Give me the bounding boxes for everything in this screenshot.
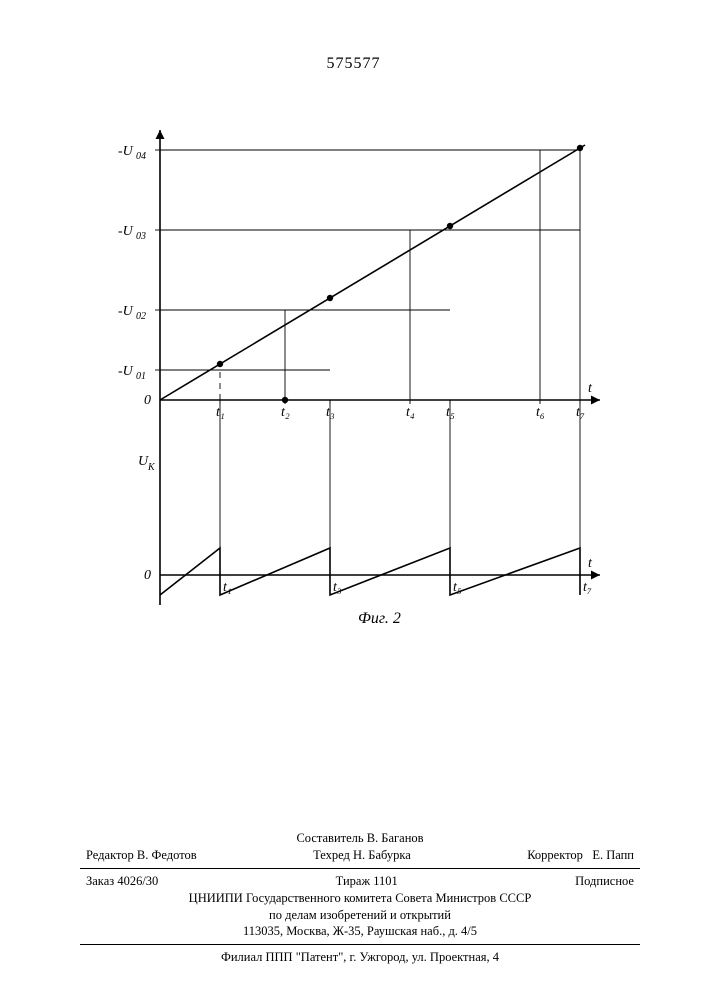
svg-text:t₃: t₃ [333, 580, 342, 595]
corrector: Корректор Е. Папп [527, 847, 634, 864]
svg-text:t₆: t₆ [536, 405, 545, 420]
compiler-name: В. Баганов [367, 831, 424, 845]
svg-text:-U: -U [118, 304, 134, 319]
svg-text:t₅: t₅ [453, 580, 462, 595]
document-number: 575577 [0, 55, 707, 73]
branch: Филиал ППП "Патент", г. Ужгород, ул. Про… [80, 949, 640, 966]
footer-block: Составитель В. Баганов Редактор В. Федот… [80, 830, 640, 966]
svg-text:-U: -U [118, 144, 134, 159]
address: 113035, Москва, Ж-35, Раушская наб., д. … [80, 923, 640, 940]
svg-text:-U: -U [118, 224, 134, 239]
compiler-line: Составитель В. Баганов [80, 830, 640, 847]
staff-row: Редактор В. Федотов Техред Н. Бабурка Ко… [80, 847, 640, 864]
svg-text:K: K [147, 462, 156, 473]
svg-text:t₇: t₇ [583, 580, 592, 595]
svg-text:t₁: t₁ [223, 580, 232, 595]
order-row: Заказ 4026/30 Тираж 1101 Подписное [80, 873, 640, 890]
svg-text:0: 0 [144, 568, 151, 583]
svg-text:0: 0 [144, 393, 151, 408]
svg-text:04: 04 [136, 151, 146, 162]
subscription: Подписное [575, 873, 634, 890]
svg-text:t: t [588, 381, 593, 396]
order: Заказ 4026/30 [86, 873, 158, 890]
tirage: Тираж 1101 [336, 873, 398, 890]
svg-text:t₂: t₂ [281, 405, 290, 420]
org-line2: по делам изобретений и открытий [80, 907, 640, 924]
svg-text:03: 03 [136, 231, 146, 242]
divider-1 [80, 868, 640, 869]
svg-text:02: 02 [136, 311, 146, 322]
divider-2 [80, 944, 640, 945]
org-line1: ЦНИИПИ Государственного комитета Совета … [80, 890, 640, 907]
tech-editor: Техред Н. Бабурка [313, 847, 411, 864]
svg-text:-U: -U [118, 364, 134, 379]
svg-text:01: 01 [136, 371, 146, 382]
figure-caption: Фиг. 2 [358, 610, 401, 628]
svg-text:t: t [588, 556, 593, 571]
editor: Редактор В. Федотов [86, 847, 197, 864]
figure-svg: t0-U01-U02-U03-U04t₁t₂t₃t₄t₅t₆t₇UK0tt₁t₃… [90, 120, 620, 630]
patent-page: 575577 t0-U01-U02-U03-U04t₁t₂t₃t₄t₅t₆t₇U… [0, 0, 707, 1000]
compiler-label: Составитель [296, 831, 363, 845]
svg-text:t₄: t₄ [406, 405, 415, 420]
